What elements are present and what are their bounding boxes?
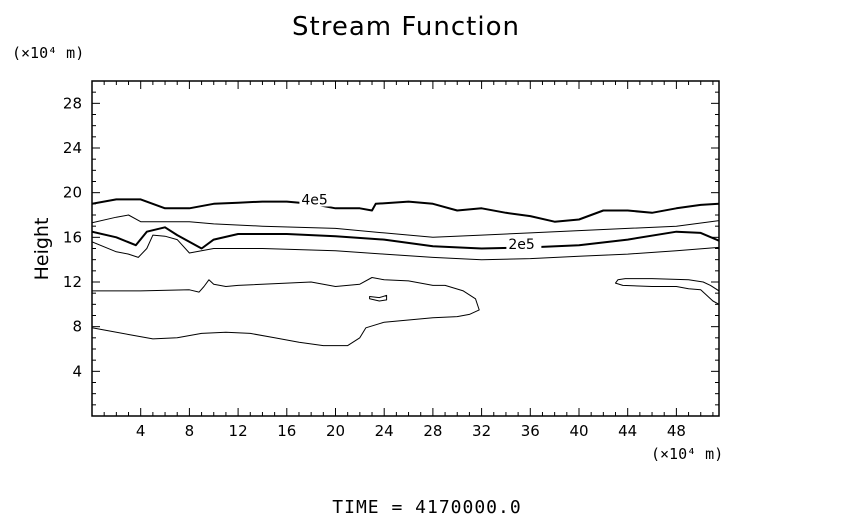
contour-labels: 4e5 2e5 xyxy=(299,190,542,253)
x-tick-label: 44 xyxy=(618,422,637,440)
contour-label: 2e5 xyxy=(508,237,534,253)
y-tick-label: 20 xyxy=(63,184,82,202)
plot-frame xyxy=(91,80,720,417)
contour-label: 4e5 xyxy=(301,192,327,208)
y-axis-label: Height xyxy=(31,217,53,281)
x-tick-label: 24 xyxy=(375,422,394,440)
x-tick-label: 20 xyxy=(326,422,345,440)
x-tick-label: 16 xyxy=(277,422,296,440)
x-axis-unit: (×10⁴ m) xyxy=(651,445,724,463)
y-tick-label: 24 xyxy=(63,139,82,157)
x-tick-label: 4 xyxy=(136,422,146,440)
contour-line-thin-3 xyxy=(92,234,719,261)
y-tick-label: 8 xyxy=(72,318,82,336)
x-tick-label: 12 xyxy=(229,422,248,440)
contour-line-thin-6 xyxy=(615,278,719,305)
contour-label-bg xyxy=(506,235,542,252)
y-tick-label: 16 xyxy=(63,228,82,246)
contour-line-2e5 xyxy=(92,226,719,250)
tick-marks xyxy=(92,81,719,416)
chart-title: Stream Function xyxy=(292,12,520,42)
y-tick-label: 12 xyxy=(63,273,82,291)
contour-line-4e5 xyxy=(92,198,719,223)
y-tick-label: 28 xyxy=(63,94,82,112)
contour-label-bg xyxy=(299,190,335,207)
y-axis-unit: (×10⁴ m) xyxy=(12,44,85,62)
x-tick-label: 32 xyxy=(472,422,491,440)
x-tick-label: 8 xyxy=(185,422,195,440)
contour-line-thin-4 xyxy=(92,277,480,347)
x-tick-label: 48 xyxy=(667,422,686,440)
contour-line-thin-1 xyxy=(92,214,719,238)
x-tick-label: 36 xyxy=(521,422,540,440)
x-tick-label: 28 xyxy=(423,422,442,440)
y-tick-label: 4 xyxy=(72,362,82,380)
contour-line-thin-5 xyxy=(369,294,388,302)
x-tick-label: 40 xyxy=(569,422,588,440)
plot-border xyxy=(91,80,720,417)
time-footer: TIME = 4170000.0 xyxy=(332,497,522,518)
contour-lines xyxy=(92,198,719,347)
